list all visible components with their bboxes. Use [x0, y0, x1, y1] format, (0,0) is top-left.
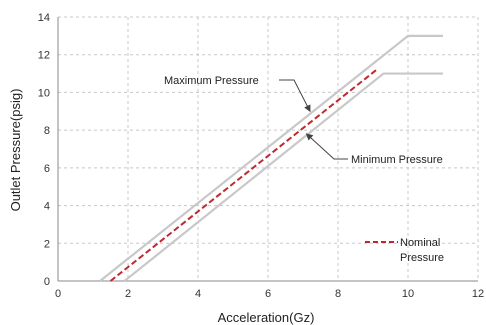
series-line-nominal-pressure [109, 69, 378, 282]
annotation-maximum-pressure: Maximum Pressure [164, 75, 259, 87]
x-tick-label: 2 [125, 288, 131, 300]
x-tick-label: 4 [195, 288, 201, 300]
x-tick-label: 6 [265, 288, 271, 300]
y-tick-label: 4 [44, 201, 50, 213]
y-tick-label: 0 [44, 276, 50, 288]
x-tick-label: 8 [335, 288, 341, 300]
annotations: Maximum Pressure Minimum Pressure [164, 75, 443, 166]
y-tick-label: 2 [44, 238, 50, 250]
x-axis-title: Acceleration(Gz) [218, 310, 315, 325]
series-line-minimum-pressure [123, 72, 443, 282]
x-tick-label: 10 [402, 288, 414, 300]
annotation-arrow-minimum [305, 133, 348, 160]
x-tick-label: 12 [472, 288, 484, 300]
legend: Nominal Pressure [365, 237, 444, 264]
x-tick-label: 0 [55, 288, 61, 300]
series-lines [99, 34, 443, 282]
y-tick-label: 12 [38, 50, 50, 62]
y-tick-label: 10 [38, 87, 50, 99]
y-axis-title: Outlet Pressure(psig) [8, 89, 23, 212]
annotation-arrow-maximum [279, 79, 311, 113]
y-tick-label: 8 [44, 125, 50, 137]
y-tick-label: 6 [44, 163, 50, 175]
legend-label-line1: Nominal [400, 237, 440, 249]
plot-area [57, 17, 478, 282]
annotation-minimum-pressure: Minimum Pressure [351, 154, 443, 166]
y-tick-label: 14 [38, 12, 50, 24]
tick-labels: 0 2 4 6 8 10 12 0 2 4 6 8 10 12 14 [38, 12, 484, 300]
legend-label-line2: Pressure [400, 252, 444, 264]
series-line-maximum-pressure [99, 34, 443, 282]
